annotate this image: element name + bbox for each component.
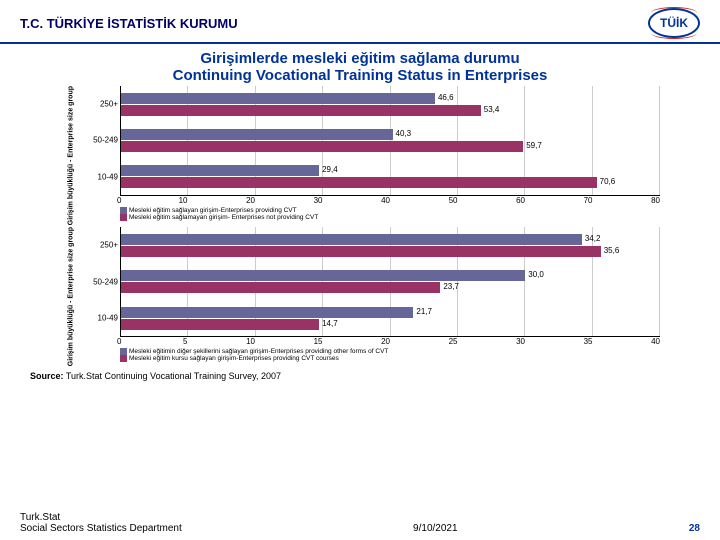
bar: 34,2 xyxy=(121,234,582,245)
y-axis-label: Girişim büyüklüğü - Enterprise size grou… xyxy=(60,227,82,366)
bar-value-label: 46,6 xyxy=(435,93,454,102)
category-row: 10-4921,714,7 xyxy=(121,306,660,331)
title-en: Continuing Vocational Training Status in… xyxy=(0,67,720,84)
x-tick: 70 xyxy=(525,196,593,205)
x-tick: 5 xyxy=(120,337,188,346)
footer-line2: Social Sectors Statistics Department xyxy=(20,523,182,534)
charts-container: Girişim büyüklüğü - Enterprise size grou… xyxy=(0,84,720,367)
x-tick: 15 xyxy=(255,337,323,346)
legend-item: Mesleki eğitimin diğer şekillerini sağla… xyxy=(120,348,660,355)
logo: TÜİK xyxy=(648,8,700,38)
bar-value-label: 53,4 xyxy=(481,105,500,114)
x-tick: 10 xyxy=(188,337,256,346)
bar: 59,7 xyxy=(121,141,523,152)
x-tick: 60 xyxy=(458,196,526,205)
legend-text: Mesleki eğitimin diğer şekillerini sağla… xyxy=(129,348,388,355)
bar: 30,0 xyxy=(121,270,525,281)
plot-area: 250+34,235,6 50-24930,023,7 10-4921,714,7 xyxy=(120,227,660,337)
legend: Mesleki eğitim sağlayan girişim-Enterpri… xyxy=(120,207,660,221)
x-tick: 40 xyxy=(593,337,661,346)
bar-value-label: 34,2 xyxy=(582,234,601,243)
chart-2: Girişim büyüklüğü - Enterprise size grou… xyxy=(60,227,660,366)
y-axis-label: Girişim büyüklüğü - Enterprise size grou… xyxy=(60,86,82,225)
x-tick: 25 xyxy=(390,337,458,346)
bar-value-label: 70,6 xyxy=(597,177,616,186)
chart-body: 250+34,235,650-24930,023,710-4921,714,70… xyxy=(82,227,660,366)
page-number: 28 xyxy=(689,523,700,534)
legend: Mesleki eğitimin diğer şekillerini sağla… xyxy=(120,348,660,362)
source-label: Source: xyxy=(30,371,64,381)
chart-titles: Girişimlerde mesleki eğitim sağlama duru… xyxy=(0,50,720,84)
bar: 70,6 xyxy=(121,177,597,188)
footer-date: 9/10/2021 xyxy=(413,523,458,534)
bar-value-label: 35,6 xyxy=(601,246,620,255)
legend-text: Mesleki eğitim kursu sağlayan girişim-En… xyxy=(129,355,339,362)
bar-value-label: 21,7 xyxy=(413,307,432,316)
logo-text: TÜİK xyxy=(648,8,700,38)
legend-swatch xyxy=(120,214,127,221)
x-tick: 40 xyxy=(323,196,391,205)
x-tick: 10 xyxy=(120,196,188,205)
legend-swatch xyxy=(120,348,127,355)
chart-body: 250+46,653,450-24940,359,710-4929,470,60… xyxy=(82,86,660,225)
category-row: 50-24930,023,7 xyxy=(121,269,660,294)
header-bar: T.C. TÜRKİYE İSTATİSTİK KURUMU TÜİK xyxy=(0,0,720,44)
legend-item: Mesleki eğitim sağlamayan girişim- Enter… xyxy=(120,214,660,221)
bar: 46,6 xyxy=(121,93,435,104)
category-row: 10-4929,470,6 xyxy=(121,164,660,189)
footer-line1: Turk.Stat xyxy=(20,512,182,523)
source-line: Source: Turk.Stat Continuing Vocational … xyxy=(30,371,690,381)
bar: 40,3 xyxy=(121,129,393,140)
legend-item: Mesleki eğitim sağlayan girişim-Enterpri… xyxy=(120,207,660,214)
category-label: 10-49 xyxy=(83,314,121,323)
x-axis: 0510152025303540 xyxy=(120,337,660,346)
x-tick: 20 xyxy=(188,196,256,205)
x-tick: 80 xyxy=(593,196,661,205)
bar: 23,7 xyxy=(121,282,440,293)
bar-value-label: 29,4 xyxy=(319,165,338,174)
legend-swatch xyxy=(120,355,127,362)
legend-text: Mesleki eğitim sağlayan girişim-Enterpri… xyxy=(129,207,297,214)
bar: 14,7 xyxy=(121,319,319,330)
plot-area: 250+46,653,4 50-24940,359,7 10-4929,470,6 xyxy=(120,86,660,196)
source-text: Turk.Stat Continuing Vocational Training… xyxy=(64,371,281,381)
legend-swatch xyxy=(120,207,127,214)
footer: Turk.Stat Social Sectors Statistics Depa… xyxy=(0,512,720,534)
bar-value-label: 23,7 xyxy=(440,282,459,291)
x-axis: 01020304050607080 xyxy=(120,196,660,205)
x-tick: 30 xyxy=(255,196,323,205)
category-label: 10-49 xyxy=(83,172,121,181)
bar-value-label: 40,3 xyxy=(393,129,412,138)
footer-left: Turk.Stat Social Sectors Statistics Depa… xyxy=(20,512,182,534)
title-tr: Girişimlerde mesleki eğitim sağlama duru… xyxy=(0,50,720,67)
legend-item: Mesleki eğitim kursu sağlayan girişim-En… xyxy=(120,355,660,362)
x-tick: 35 xyxy=(525,337,593,346)
bar: 21,7 xyxy=(121,307,413,318)
x-tick: 50 xyxy=(390,196,458,205)
bar-value-label: 30,0 xyxy=(525,270,544,279)
bar: 53,4 xyxy=(121,105,481,116)
category-label: 50-249 xyxy=(83,277,121,286)
category-label: 250+ xyxy=(83,241,121,250)
category-label: 50-249 xyxy=(83,136,121,145)
bar: 29,4 xyxy=(121,165,319,176)
bar: 35,6 xyxy=(121,246,601,257)
category-label: 250+ xyxy=(83,100,121,109)
x-tick: 30 xyxy=(458,337,526,346)
legend-text: Mesleki eğitim sağlamayan girişim- Enter… xyxy=(129,214,318,221)
org-name: T.C. TÜRKİYE İSTATİSTİK KURUMU xyxy=(20,16,238,31)
category-row: 250+46,653,4 xyxy=(121,92,660,117)
bar-value-label: 14,7 xyxy=(319,319,338,328)
category-row: 250+34,235,6 xyxy=(121,233,660,258)
category-row: 50-24940,359,7 xyxy=(121,128,660,153)
chart-1: Girişim büyüklüğü - Enterprise size grou… xyxy=(60,86,660,225)
bar-value-label: 59,7 xyxy=(523,141,542,150)
x-tick: 20 xyxy=(323,337,391,346)
